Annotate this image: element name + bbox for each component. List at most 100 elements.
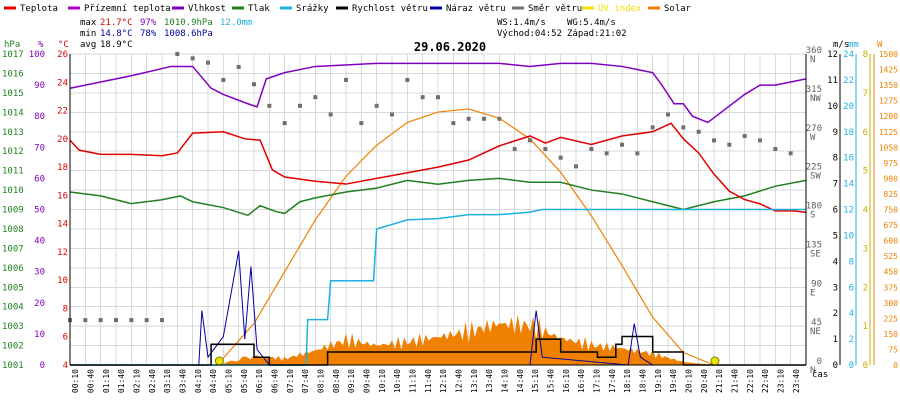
- tick-label-time: 09:10: [347, 369, 356, 393]
- unit-ms: m/s: [833, 40, 849, 50]
- chart-title: 29.06.2020: [414, 40, 486, 54]
- wind-direction-point: [436, 95, 440, 100]
- tick-label-rain: 6: [849, 283, 854, 293]
- stats-min-hum: 78%: [140, 29, 157, 39]
- wind-direction-point: [267, 103, 272, 108]
- tick-label-wind-speed: 3: [833, 283, 838, 293]
- tick-label-time: 03:40: [178, 369, 187, 393]
- tick-label-time: 19:40: [669, 369, 678, 393]
- tick-label-solar: 825: [884, 190, 899, 199]
- wind-direction-point: [788, 151, 793, 156]
- tick-label-time: 15:10: [531, 369, 540, 393]
- info-sunrise: Východ:04:52: [497, 29, 562, 39]
- tick-label-solar: 225: [884, 314, 899, 323]
- tick-label-time: 08:40: [332, 369, 341, 393]
- tick-label-time: 20:10: [684, 369, 693, 393]
- tick-label-solar: 1500: [879, 50, 898, 59]
- tick-label-rain: 22: [843, 76, 854, 86]
- wind-direction-point: [390, 112, 394, 117]
- tick-label-pressure: 1006: [2, 264, 24, 274]
- legend-label: UV index: [598, 4, 642, 14]
- tick-label-time: 08:10: [316, 369, 325, 393]
- chart-plot-area: [68, 52, 807, 366]
- tick-label-wind-dir: 360: [806, 46, 822, 56]
- tick-label-temperature: 6: [63, 333, 68, 343]
- tick-label-temperature: 16: [57, 191, 68, 201]
- tick-label-time: 14:40: [516, 369, 525, 393]
- tick-label-pressure: 1003: [2, 322, 24, 332]
- temperature-line: [69, 122, 807, 214]
- tick-label-time: 03:10: [163, 369, 172, 393]
- chart-grid: [69, 53, 807, 366]
- wind-direction-point: [282, 121, 287, 126]
- tick-label-solar: 1200: [879, 112, 898, 121]
- tick-label-temperature: 26: [57, 50, 68, 60]
- tick-label-pressure: 1002: [2, 342, 24, 352]
- unit-pct: %: [38, 40, 44, 50]
- tick-label-wind-speed: 10: [827, 102, 838, 112]
- tick-label-time: 12:40: [454, 369, 463, 393]
- wind-direction-point: [497, 116, 502, 121]
- wind-direction-point: [696, 129, 701, 134]
- tick-label-temperature: 12: [57, 248, 68, 258]
- wind-direction-point: [344, 77, 348, 82]
- tick-label-wind-dir: 315: [806, 85, 822, 95]
- tick-label-humidity: 80: [34, 112, 45, 122]
- wind-direction-point: [160, 318, 164, 323]
- tick-label-time: 11:10: [408, 369, 417, 393]
- tick-label-humidity: 0: [40, 361, 45, 371]
- sunset-marker: [710, 356, 720, 366]
- sunrise-marker: [214, 356, 224, 366]
- stats-max-rain: 12.0mm: [220, 18, 253, 28]
- wind-sun-info: WS:1.4m/s WG:5.4m/s Východ:04:52 Západ:2…: [497, 18, 627, 39]
- tick-label-solar: 150: [884, 330, 899, 339]
- tick-label-time: 23:10: [776, 369, 785, 393]
- tick-label-solar: 375: [884, 283, 899, 292]
- tick-label-pressure: 1013: [2, 128, 24, 138]
- unit-w: W: [877, 40, 883, 50]
- tick-label-time: 06:10: [255, 369, 264, 393]
- tick-label-time: 00:10: [71, 369, 80, 393]
- wind-direction-point: [681, 125, 686, 130]
- chart-axes: 1001100210031004100510061007100810091010…: [2, 46, 898, 393]
- tick-label-time: 00:40: [86, 369, 95, 393]
- tick-label-pressure: 1009: [2, 206, 24, 216]
- wind-direction-point: [727, 142, 732, 147]
- tick-label-time: 22:40: [761, 369, 770, 393]
- tick-label-solar: 975: [884, 159, 899, 168]
- tick-label-time: 04:40: [209, 369, 218, 393]
- tick-label-solar: 300: [884, 299, 899, 308]
- tick-label-solar: 900: [884, 174, 899, 183]
- unit-mm: mm: [848, 40, 859, 50]
- tick-label-uv: 6: [863, 128, 868, 138]
- tick-label-solar: 1050: [879, 143, 898, 152]
- tick-label-temperature: 10: [57, 276, 68, 286]
- tick-label-pressure: 1001: [2, 361, 24, 371]
- stats-max-label: max: [80, 18, 97, 28]
- tick-label-solar: 450: [884, 268, 899, 277]
- wind-direction-point: [620, 142, 624, 147]
- tick-label-rain: 10: [843, 231, 854, 241]
- wind-direction-point: [512, 147, 517, 152]
- tick-label-temperature: 22: [57, 107, 68, 117]
- tick-label-time: 16:40: [577, 369, 586, 393]
- legend-label: Náraz větru: [446, 4, 506, 14]
- tick-label-wind-dir-code: N: [810, 55, 815, 65]
- wind-direction-point: [451, 121, 456, 126]
- tick-label-uv: 3: [863, 244, 868, 254]
- wind-direction-point: [98, 318, 103, 323]
- tick-label-time: 10:10: [378, 369, 387, 393]
- axis-units: hPa % °C m/s mm W čas: [4, 40, 883, 380]
- wind-direction-point: [190, 56, 195, 61]
- wind-direction-point: [114, 318, 118, 323]
- wind-direction-point: [666, 112, 670, 117]
- tick-label-humidity: 60: [34, 174, 45, 184]
- stats-max-temp: 21.7°C: [100, 18, 133, 28]
- tick-label-wind-dir-code: N: [810, 366, 815, 376]
- tick-label-wind-dir-code: SW: [810, 172, 821, 182]
- tick-label-humidity: 100: [29, 50, 45, 60]
- tick-label-wind-speed: 6: [833, 206, 838, 216]
- tick-label-time: 19:10: [654, 369, 663, 393]
- wind-direction-point: [374, 103, 379, 108]
- tick-label-wind-speed: 11: [827, 76, 838, 86]
